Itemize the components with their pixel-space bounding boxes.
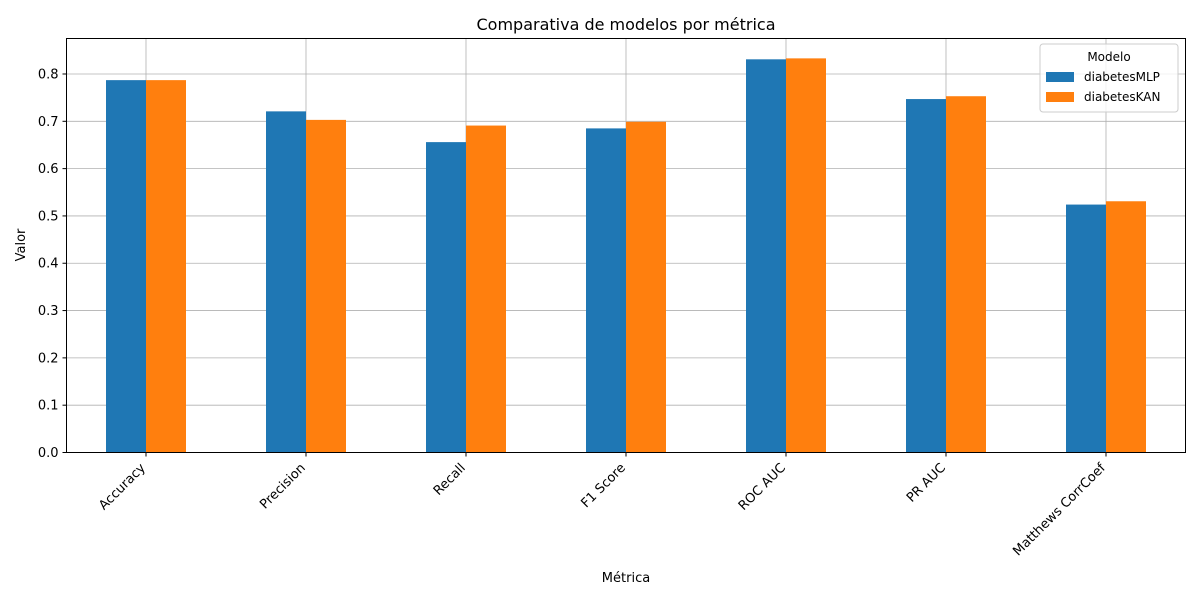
y-tick-label: 0.6: [38, 162, 59, 177]
y-axis-label: Valor: [14, 228, 29, 261]
bar-diabetesMLP-recall: [426, 142, 466, 453]
y-tick-label: 0.1: [38, 399, 59, 414]
plot-frame: [66, 38, 1186, 453]
bar-diabetesMLP-pr-auc: [906, 99, 946, 453]
y-tick-label: 0.0: [38, 446, 59, 461]
legend: Modelo diabetesMLP diabetesKAN: [1039, 43, 1179, 113]
y-tick-label: 0.7: [38, 115, 59, 130]
y-tick-label: 0.3: [38, 304, 59, 319]
legend-box: [1039, 43, 1179, 113]
legend-swatch-diabetesMLP: [1046, 72, 1074, 82]
y-tick-label: 0.2: [38, 351, 59, 366]
bar-diabetesKAN-matthews-corrcoef: [1106, 201, 1146, 453]
y-tick-label: 0.8: [38, 67, 59, 82]
y-tick-label: 0.4: [38, 257, 59, 272]
bars: [106, 58, 1146, 453]
bar-diabetesKAN-precision: [306, 119, 346, 453]
x-tick-label: ROC AUC: [736, 461, 789, 514]
legend-label-diabetesKAN: diabetesKAN: [1084, 90, 1161, 104]
bar-diabetesMLP-precision: [266, 111, 306, 453]
chart-title: Comparativa de modelos por métrica: [476, 15, 775, 34]
x-tick-label: Precision: [257, 461, 309, 513]
x-axis-label: Métrica: [602, 571, 650, 586]
x-tick-label: Matthews CorrCoef: [1010, 460, 1109, 559]
bar-diabetesKAN-f1-score: [626, 121, 666, 453]
bar-diabetesKAN-roc-auc: [786, 58, 826, 453]
legend-swatch-diabetesKAN: [1046, 92, 1074, 102]
bar-diabetesMLP-roc-auc: [746, 59, 786, 453]
y-axis: 0.0 0.1 0.2 0.3 0.4 0.5 0.6 0.7 0.8: [38, 67, 67, 461]
x-tick-label: Recall: [431, 461, 469, 499]
bar-diabetesMLP-matthews-corrcoef: [1066, 204, 1106, 453]
x-tick-label: PR AUC: [904, 461, 949, 506]
legend-title: Modelo: [1087, 50, 1130, 64]
bar-diabetesKAN-recall: [466, 125, 506, 453]
y-tick-label: 0.5: [38, 209, 59, 224]
legend-label-diabetesMLP: diabetesMLP: [1084, 70, 1160, 84]
bar-diabetesMLP-f1-score: [586, 128, 626, 453]
x-tick-label: F1 Score: [578, 461, 628, 511]
bar-diabetesKAN-pr-auc: [946, 96, 986, 453]
x-axis: Accuracy Precision Recall F1 Score ROC AUC PR…: [96, 452, 1109, 559]
bar-diabetesMLP-accuracy: [106, 80, 146, 453]
x-tick-label: Accuracy: [96, 461, 149, 514]
bar-diabetesKAN-accuracy: [146, 80, 186, 453]
